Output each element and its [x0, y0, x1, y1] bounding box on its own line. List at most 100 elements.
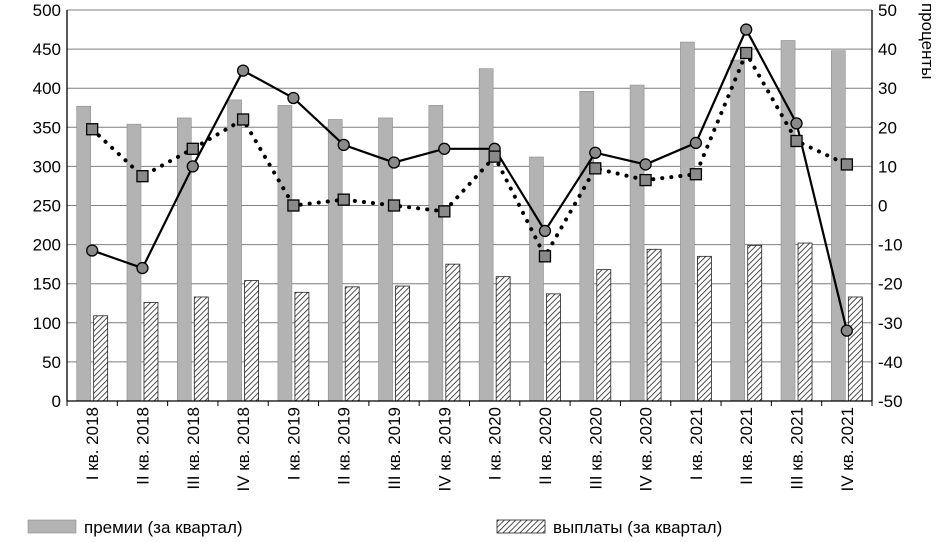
- bar-premii: [579, 91, 595, 402]
- bars: [76, 40, 863, 402]
- bar-vyplaty: [797, 242, 813, 402]
- bar-premii: [227, 99, 242, 402]
- y2-tick-label: 10: [878, 157, 897, 176]
- y2-tick-label: 50: [878, 1, 897, 20]
- bar-vyplaty: [546, 293, 561, 402]
- marker-circle: [438, 142, 451, 155]
- lines: [86, 23, 853, 337]
- bar-vyplaty: [294, 291, 310, 402]
- x-tick-label: III кв. 2021: [788, 407, 807, 490]
- marker-square: [287, 199, 300, 212]
- bar-vyplaty: [596, 269, 612, 402]
- y-tick-label: 350: [33, 118, 61, 137]
- bar-vyplaty: [244, 280, 259, 402]
- marker-circle: [790, 117, 803, 130]
- y-tick-label: 250: [33, 197, 61, 216]
- y2-tick-label: -40: [878, 353, 903, 372]
- x-tick-label: I кв. 2019: [284, 407, 303, 480]
- bar-vyplaty: [193, 296, 209, 402]
- legend: премии (за квартал) выплаты (за квартал): [27, 518, 722, 537]
- bar-vyplaty: [697, 255, 712, 402]
- bar-vyplaty: [646, 248, 662, 402]
- marker-square: [689, 168, 703, 181]
- y-tick-label: 0: [52, 392, 61, 411]
- marker-circle: [136, 261, 149, 275]
- bar-vyplaty: [395, 285, 410, 402]
- tick-labels: 050100150200250300350400450500-50-40-30-…: [33, 1, 903, 492]
- bar-premii: [629, 84, 645, 402]
- x-tick-label: I кв. 2018: [83, 407, 102, 480]
- y-tick-label: 500: [33, 1, 61, 20]
- y-tick-label: 450: [33, 40, 61, 59]
- y2-tick-label: -30: [878, 314, 903, 333]
- y-tick-label: 200: [33, 236, 61, 255]
- axes: [66, 10, 873, 406]
- x-tick-label: I кв. 2020: [486, 407, 505, 480]
- bar-vyplaty: [847, 296, 863, 402]
- bar-premii: [327, 119, 343, 402]
- y2-tick-label: -20: [878, 275, 903, 294]
- x-tick-label: I кв. 2021: [687, 407, 706, 480]
- marker-circle: [387, 156, 401, 169]
- x-tick-label: IV кв. 2019: [435, 407, 454, 492]
- legend-label-premii: премии (за квартал): [84, 518, 243, 537]
- y2-tick-label: 30: [878, 79, 897, 98]
- line-solid: [91, 27, 848, 331]
- bar-vyplaty: [344, 286, 360, 402]
- y-tick-label: 300: [33, 157, 61, 176]
- y2-tick-label: -50: [878, 392, 903, 411]
- marker-circle: [740, 23, 753, 36]
- bar-vyplaty: [495, 276, 511, 402]
- y-tick-label: 150: [33, 275, 61, 294]
- marker-circle: [337, 138, 350, 152]
- line-dotted: [90, 48, 849, 261]
- marker-square: [639, 173, 652, 187]
- y2-tick-label: 20: [878, 118, 897, 137]
- x-tick-label: IV кв. 2020: [637, 407, 656, 492]
- legend-label-vyplaty: выплаты (за квартал): [553, 518, 722, 537]
- marker-square: [740, 46, 753, 60]
- bar-vyplaty: [143, 302, 159, 402]
- bar-premii: [176, 117, 192, 402]
- y-tick-label: 100: [33, 314, 61, 333]
- marker-circle: [589, 146, 602, 159]
- legend-swatch-premii: [27, 519, 77, 534]
- bar-vyplaty: [747, 244, 763, 402]
- bar-premii: [831, 50, 846, 402]
- x-tick-label: III кв. 2019: [385, 407, 404, 490]
- bar-vyplaty: [93, 315, 109, 402]
- y-tick-label: 50: [42, 353, 61, 372]
- marker-circle: [186, 160, 199, 173]
- x-tick-label: III кв. 2020: [586, 407, 605, 490]
- bar-premii: [277, 105, 293, 402]
- bar-premii: [780, 40, 796, 402]
- x-tick-label: II кв. 2018: [133, 407, 152, 485]
- y-tick-label: 400: [33, 79, 61, 98]
- marker-square: [488, 150, 501, 163]
- x-tick-label: II кв. 2020: [536, 407, 555, 485]
- marker-square: [840, 158, 853, 171]
- y2-tick-label: 0: [878, 197, 887, 216]
- legend-swatch-vyplaty: [496, 519, 546, 534]
- bar-premii: [730, 59, 746, 402]
- marker-circle: [86, 244, 99, 257]
- marker-square: [86, 123, 99, 136]
- y2-tick-label: 40: [878, 40, 897, 59]
- marker-square: [538, 250, 552, 263]
- y2-tick-label: -10: [878, 236, 903, 255]
- marker-square: [337, 193, 350, 206]
- marker-square: [136, 170, 149, 183]
- marker-circle: [236, 64, 250, 77]
- y2-axis-label: проценты: [918, 3, 937, 80]
- marker-square: [236, 113, 250, 126]
- marker-square: [387, 199, 401, 212]
- x-tick-label: II кв. 2019: [335, 407, 354, 485]
- marker-circle: [639, 158, 652, 171]
- marker-circle: [287, 91, 300, 105]
- marker-square: [589, 162, 602, 175]
- x-tick-label: III кв. 2018: [184, 407, 203, 490]
- x-tick-label: IV кв. 2021: [838, 407, 857, 492]
- marker-circle: [840, 324, 853, 337]
- marker-square: [438, 205, 451, 218]
